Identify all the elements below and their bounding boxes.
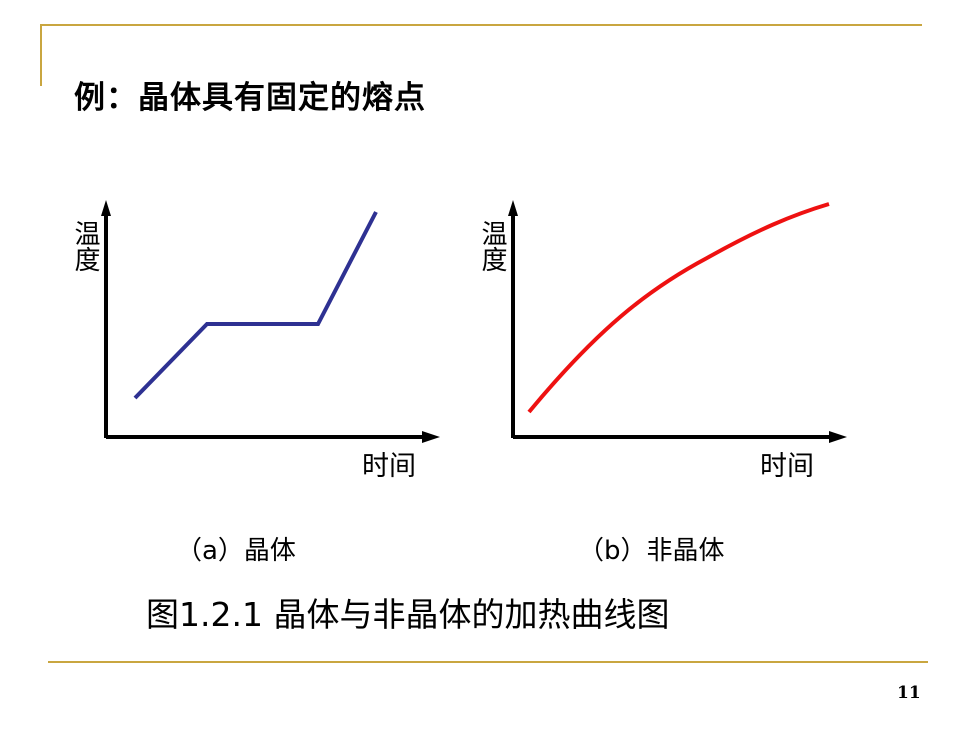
- y-axis-arrowhead: [101, 200, 111, 216]
- amorphous-heating-graph: [508, 200, 847, 443]
- x-axis-label: 时间: [760, 451, 814, 482]
- x-axis-label: 时间: [362, 451, 416, 482]
- panel-label: （b）非晶体: [578, 536, 725, 566]
- bottom-rule: [48, 661, 928, 663]
- page-number: 11: [897, 683, 921, 703]
- panel-label: （a）晶体: [176, 536, 296, 566]
- y-axis-label: 温度: [477, 220, 507, 272]
- crystal-heating-graph: [101, 200, 440, 443]
- top-rule: [40, 24, 922, 26]
- y-axis-label: 温度: [70, 220, 100, 272]
- figure-caption: 图1.2.1 晶体与非晶体的加热曲线图: [146, 595, 670, 634]
- crystal-heating-curve: [133, 211, 378, 400]
- x-axis-arrowhead: [829, 431, 847, 443]
- slide-title: 例：晶体具有固定的熔点: [74, 80, 426, 116]
- x-axis-arrowhead: [422, 431, 440, 443]
- left-rule: [40, 24, 42, 86]
- amorphous-heating-curve: [527, 202, 830, 414]
- y-axis-arrowhead: [508, 200, 518, 216]
